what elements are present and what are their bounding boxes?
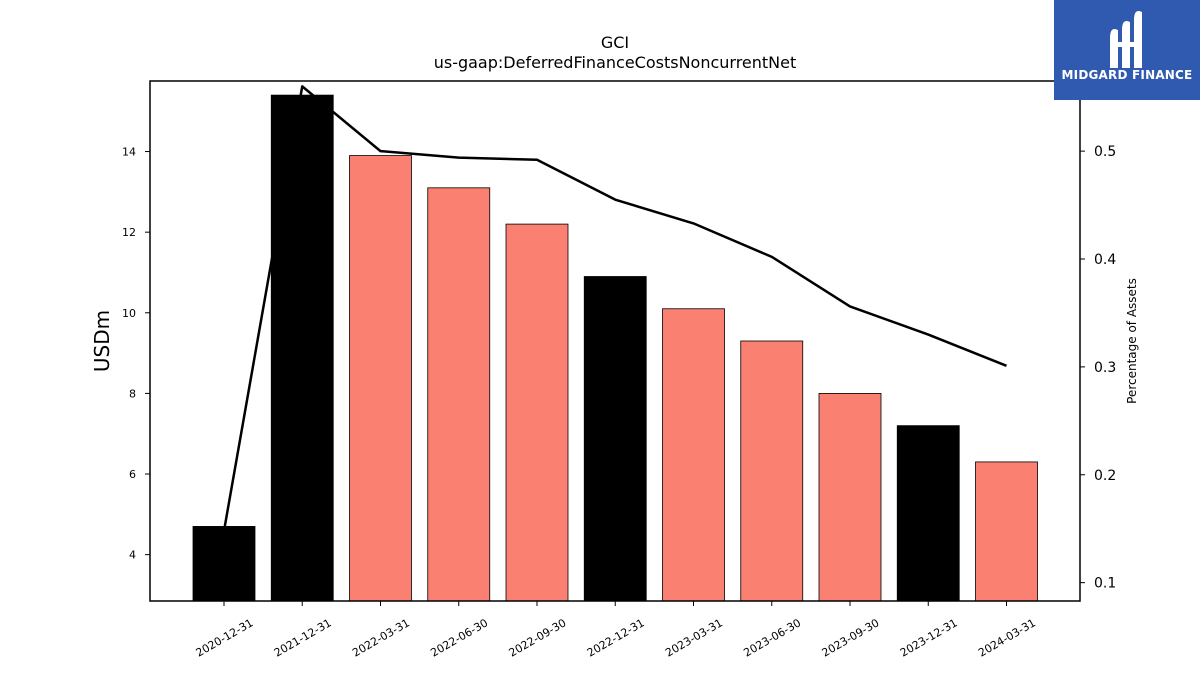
series-line [222,85,1007,532]
x-tick-label: 2022-06-30 [428,616,490,659]
y-tick-label: 14 [122,146,136,159]
y-tick-label: 4 [129,549,136,562]
y-tick-label: 12 [122,226,136,239]
chart-title: GCI [601,33,629,52]
x-ticks: 2020-12-31 2021-12-31 2022-03-31 2022-06-30… [194,601,1038,660]
bar [975,461,1038,602]
bar [740,340,804,602]
x-tick-label: 2024-03-31 [976,616,1038,659]
brand-logo: MIDGARD FINANCE [1054,0,1200,100]
y-tick-label: 6 [129,468,136,481]
x-tick-label: 2020-12-31 [194,616,256,659]
y-tick-label: 10 [122,307,136,320]
logo-mark-icon [1110,11,1142,68]
y2-ticks: 0.1 0.2 0.3 0.4 0.5 [1080,144,1116,592]
x-tick-label: 2023-06-30 [741,616,803,659]
bar [818,393,882,602]
y2-tick-label: 0.1 [1094,576,1116,592]
y2-tick-label: 0.2 [1094,468,1116,484]
y2-tick-label: 0.4 [1094,252,1116,268]
bar [270,94,334,602]
bar [349,155,412,602]
y-axis-label: USDm [90,310,114,372]
bar [583,276,647,602]
x-tick-label: 2021-12-31 [272,616,334,659]
logo-text: MIDGARD FINANCE [1061,68,1193,82]
y2-tick-label: 0.3 [1094,360,1116,376]
y2-axis-label: Percentage of Assets [1125,278,1139,404]
plot-frame [149,80,1081,602]
bar [192,526,256,602]
x-tick-label: 2023-09-30 [820,616,882,659]
x-tick-label: 2023-12-31 [898,616,960,659]
bar [427,187,491,602]
bars-group [192,94,1038,602]
bar [662,308,725,602]
y-tick-label: 8 [129,387,136,400]
line-group [222,85,1007,532]
x-tick-label: 2022-03-31 [350,616,412,659]
chart-subtitle: us-gaap:DeferredFinanceCostsNoncurrentNe… [434,53,797,72]
bar [896,425,960,602]
x-tick-label: 2022-09-30 [507,616,569,659]
bar [505,223,569,602]
y-ticks: 4 6 8 10 12 14 [122,146,150,562]
x-tick-label: 2022-12-31 [585,616,647,659]
y2-tick-label: 0.5 [1094,144,1116,160]
x-tick-label: 2023-03-31 [663,616,725,659]
